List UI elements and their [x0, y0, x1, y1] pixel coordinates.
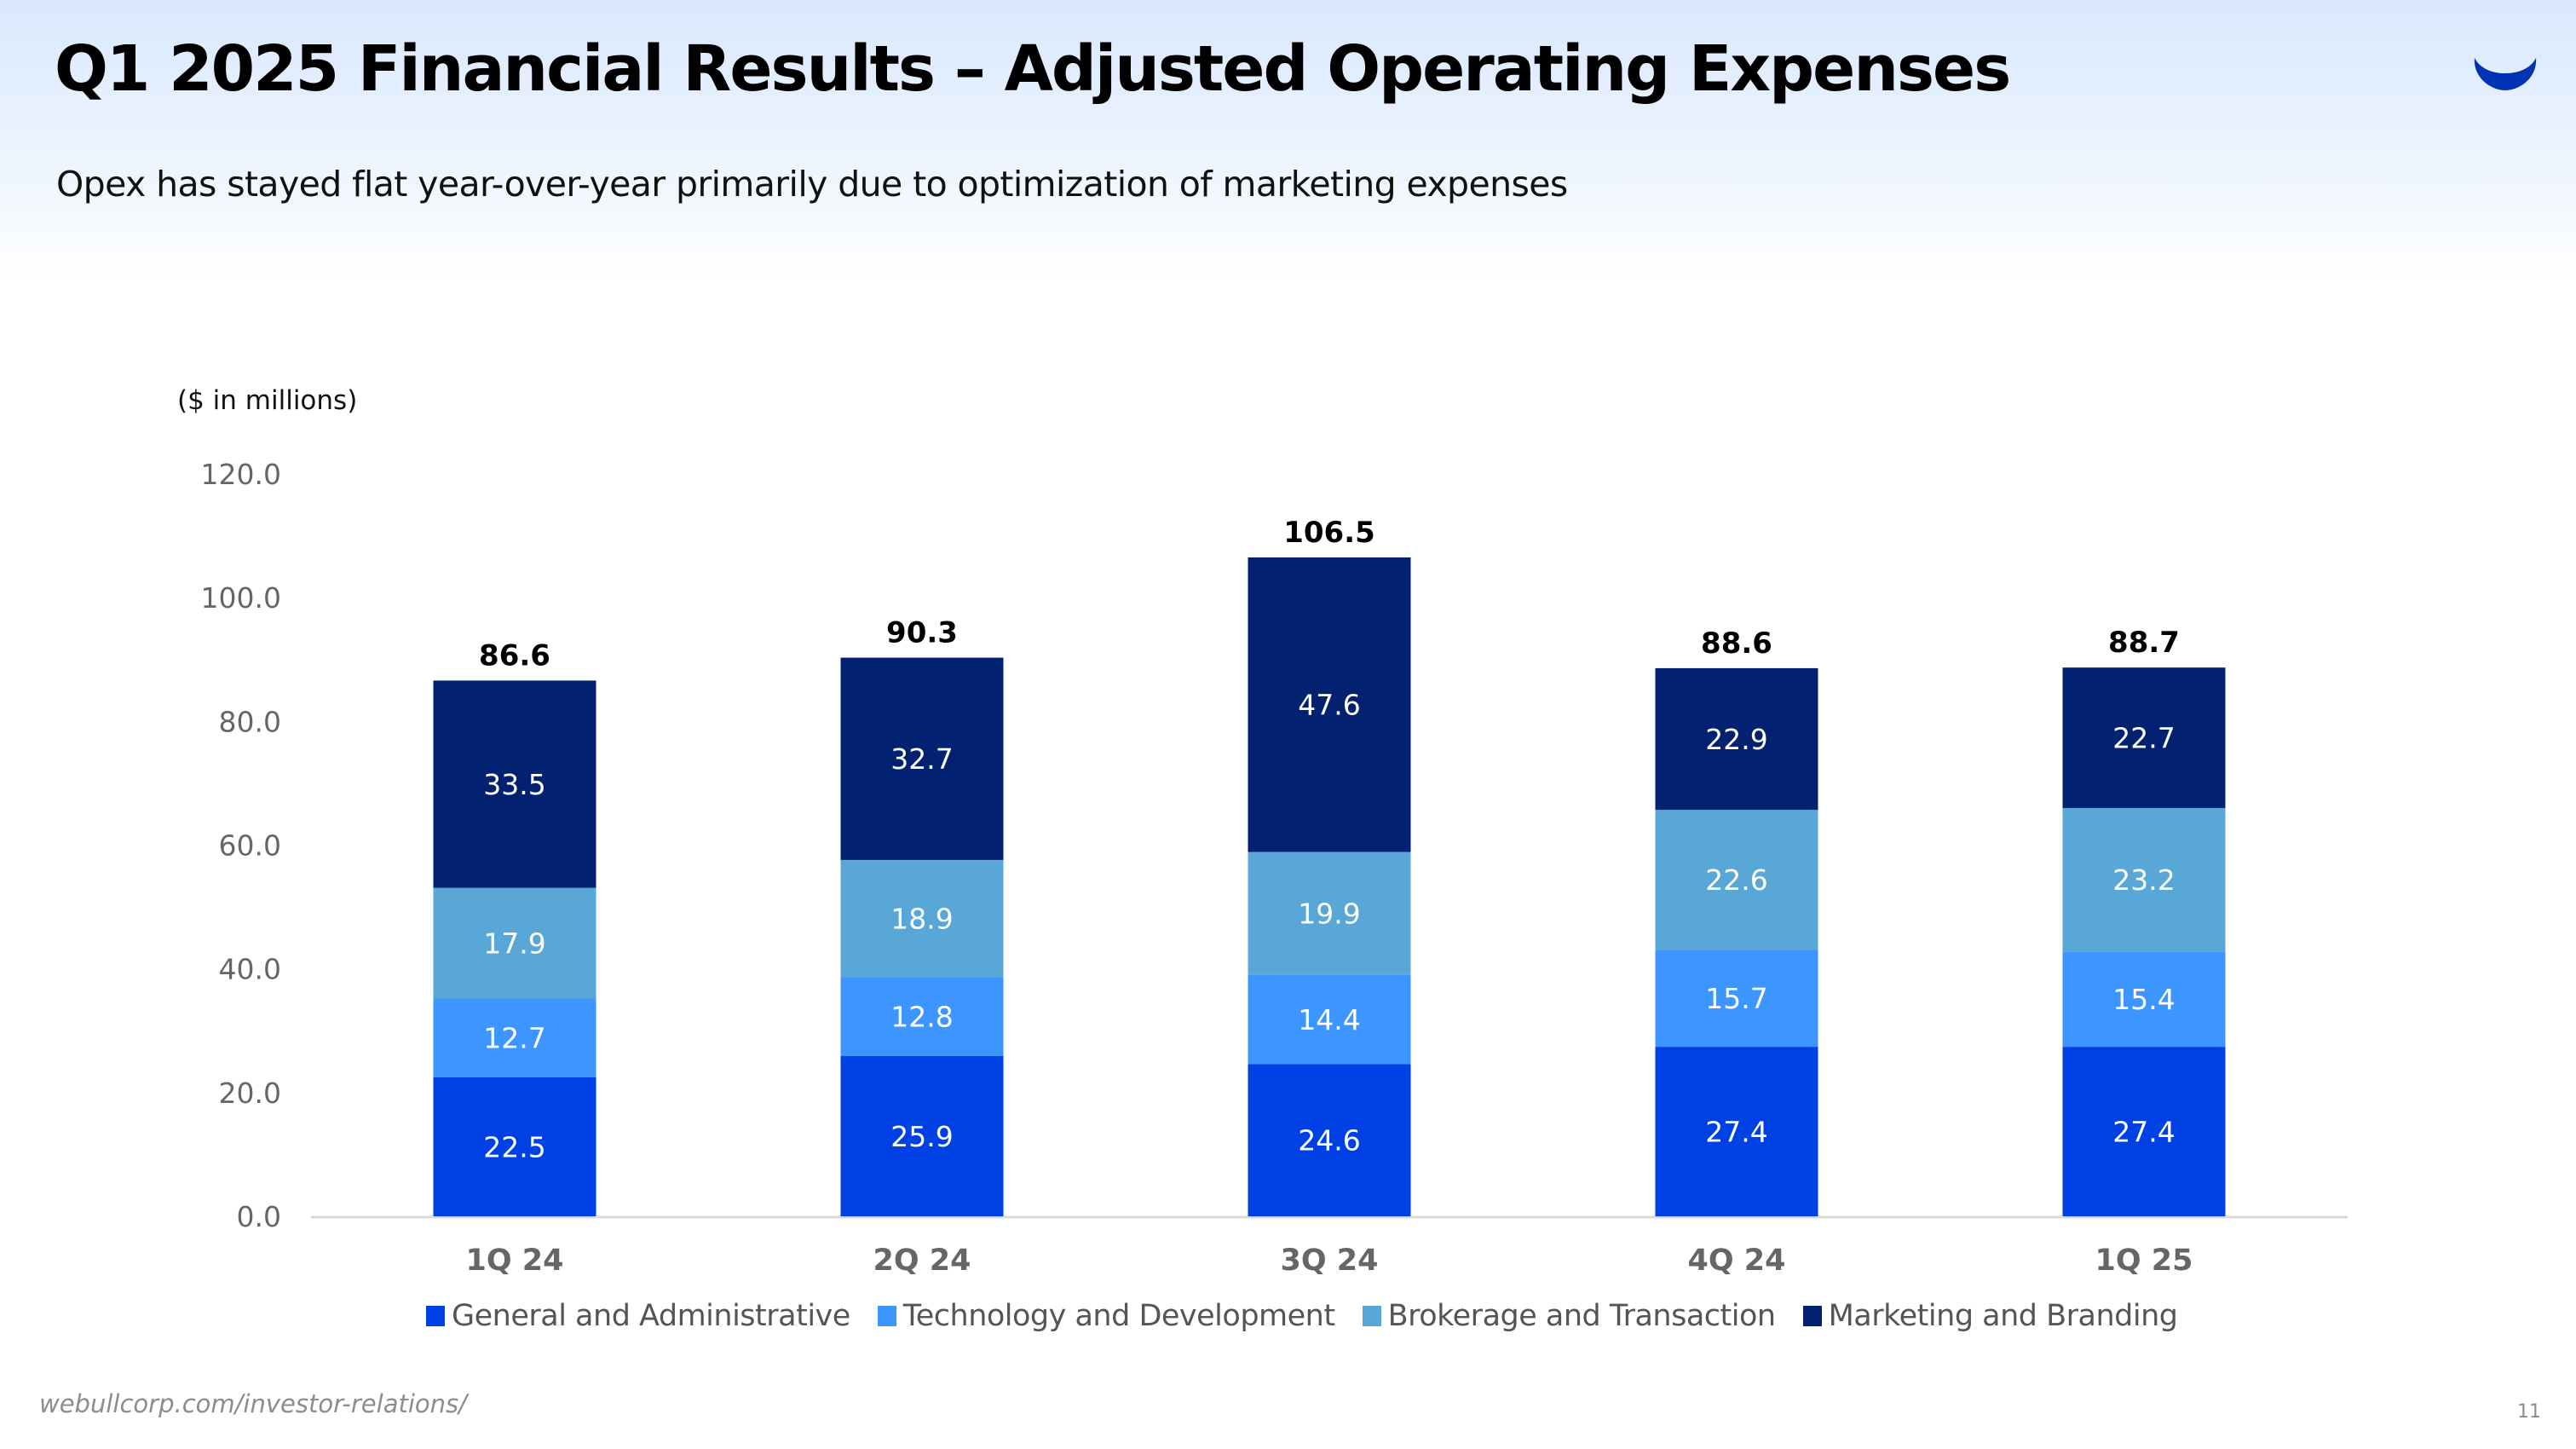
y-tick-label: 20.0	[219, 1077, 281, 1110]
segment-value-label: 22.7	[2112, 722, 2175, 755]
segment-value-label: 15.4	[2112, 983, 2175, 1016]
bar-segment-general-and-administrative	[1248, 1064, 1411, 1216]
bar-segment-general-and-administrative	[840, 1056, 1004, 1216]
bar-total-label: 90.3	[886, 616, 958, 650]
bar-total-label: 106.5	[1283, 516, 1375, 550]
legend-item: General and Administrative	[426, 1299, 850, 1333]
legend-swatch	[877, 1306, 896, 1326]
legend-item: Brokerage and Transaction	[1362, 1299, 1777, 1333]
segment-value-label: 22.5	[483, 1130, 545, 1163]
segment-value-label: 24.6	[1298, 1124, 1360, 1157]
segment-value-label: 23.2	[2112, 863, 2175, 897]
chart-legend: General and Administrative Technology and…	[426, 1299, 2205, 1333]
x-tick-label: 2Q 24	[873, 1244, 971, 1278]
bar-segment-technology-and-development	[2062, 951, 2226, 1048]
slide-title: Q1 2025 Financial Results – Adjusted Ope…	[55, 32, 2011, 106]
bar-segment-technology-and-development	[1248, 974, 1411, 1065]
footer-url[interactable]: webullcorp.com/investor-relations/	[39, 1389, 467, 1418]
segment-value-label: 47.6	[1298, 689, 1360, 722]
bar-segment-marketing-and-branding	[1248, 557, 1411, 852]
bar-segment-brokerage-and-transaction	[1655, 810, 1818, 950]
page-number: 11	[2517, 1401, 2541, 1423]
segment-value-label: 12.8	[890, 1001, 953, 1034]
bar-segment-brokerage-and-transaction	[2062, 807, 2226, 952]
y-tick-label: 80.0	[219, 705, 281, 738]
bar-total-label: 88.7	[2108, 626, 2180, 660]
x-tick-label: 1Q 25	[2095, 1244, 2193, 1278]
legend-label: Technology and Development	[902, 1299, 1335, 1333]
x-tick-label: 4Q 24	[1688, 1244, 1786, 1278]
y-tick-label: 0.0	[237, 1200, 281, 1233]
bar-segment-marketing-and-branding	[433, 680, 596, 888]
y-tick-label: 40.0	[219, 953, 281, 986]
legend-swatch	[426, 1306, 445, 1326]
bar-segment-general-and-administrative	[1655, 1047, 1818, 1216]
legend-item: Marketing and Branding	[1802, 1299, 2178, 1333]
segment-value-label: 12.7	[483, 1022, 545, 1055]
bar-total-label: 88.6	[1701, 626, 1772, 661]
bar-segment-technology-and-development	[433, 998, 596, 1077]
x-tick-label: 1Q 24	[466, 1244, 564, 1278]
segment-value-label: 14.4	[1298, 1003, 1360, 1036]
segment-value-label: 18.9	[890, 903, 953, 936]
slide-subtitle: Opex has stayed flat year-over-year prim…	[56, 164, 1568, 205]
y-tick-label: 120.0	[201, 458, 281, 491]
legend-label: General and Administrative	[452, 1299, 850, 1333]
bar-segment-general-and-administrative	[2062, 1047, 2226, 1216]
segment-value-label: 22.6	[1705, 863, 1767, 897]
bar-segment-marketing-and-branding	[2062, 667, 2226, 808]
y-tick-label: 100.0	[201, 581, 281, 615]
segment-value-label: 17.9	[483, 927, 545, 961]
bar-segment-technology-and-development	[840, 977, 1004, 1057]
segment-value-label: 33.5	[483, 768, 545, 801]
bar-segment-brokerage-and-transaction	[840, 859, 1004, 978]
segment-value-label: 27.4	[2112, 1116, 2175, 1149]
legend-swatch	[1802, 1306, 1822, 1326]
legend-item: Technology and Development	[877, 1299, 1335, 1333]
segment-value-label: 27.4	[1705, 1116, 1767, 1149]
bar-segment-brokerage-and-transaction	[433, 887, 596, 999]
bar-segment-brokerage-and-transaction	[1248, 852, 1411, 975]
bar-total-label: 86.6	[479, 638, 550, 673]
bar-segment-technology-and-development	[1655, 950, 1818, 1048]
webull-logo-icon	[2474, 58, 2537, 90]
bar-segment-marketing-and-branding	[840, 657, 1004, 860]
x-tick-label: 3Q 24	[1281, 1244, 1379, 1278]
segment-value-label: 22.9	[1705, 723, 1767, 756]
segment-value-label: 19.9	[1298, 898, 1360, 931]
segment-value-label: 32.7	[890, 742, 953, 776]
legend-label: Brokerage and Transaction	[1387, 1299, 1777, 1333]
bar-segment-marketing-and-branding	[1655, 667, 1818, 811]
bar-segment-general-and-administrative	[433, 1077, 596, 1216]
segment-value-label: 15.7	[1705, 982, 1767, 1015]
unit-note: ($ in millions)	[177, 385, 358, 416]
legend-swatch	[1362, 1306, 1381, 1326]
y-tick-label: 60.0	[219, 829, 281, 863]
segment-value-label: 25.9	[890, 1120, 953, 1153]
legend-label: Marketing and Branding	[1828, 1299, 2178, 1333]
